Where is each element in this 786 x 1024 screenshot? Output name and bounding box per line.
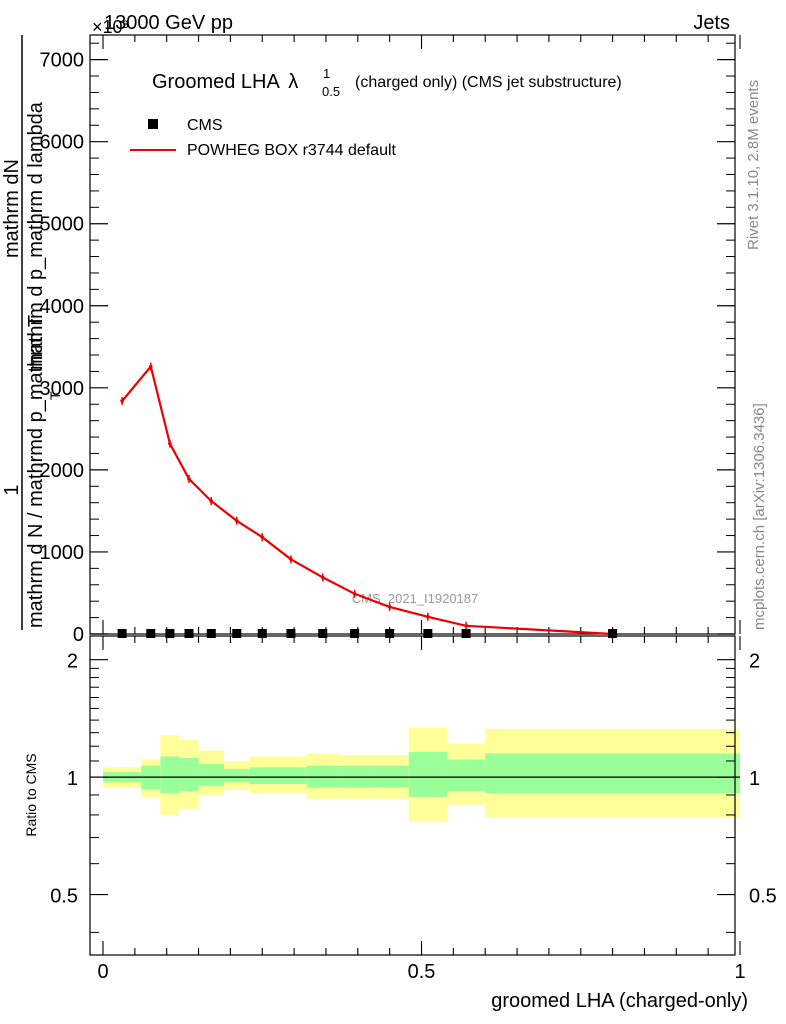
ratio-plot-frame — [89, 635, 736, 956]
cms-data-point — [165, 629, 175, 638]
ratio-inner-band — [446, 759, 486, 792]
title-suffix: (charged only) (CMS jet substructure) — [355, 74, 622, 91]
watermark: CMS_2021_I1920187 — [352, 591, 479, 606]
main-y-tick-label: 7000 — [40, 50, 85, 72]
ratio-y-tick-label-right: 1 — [749, 768, 760, 790]
cms-data-point — [232, 629, 242, 638]
ratio-inner-band — [198, 764, 225, 786]
mc-line — [121, 364, 613, 636]
main-y-tick-label: 1000 — [40, 542, 85, 564]
ratio-frame-rect — [89, 635, 736, 956]
ratio-inner-band — [408, 751, 447, 797]
ratio-y-ticks: 0.5 0.5 1 1 2 2 — [50, 651, 777, 933]
mc-point — [148, 364, 153, 369]
cms-data-series — [117, 629, 618, 638]
cms-data-point — [385, 629, 395, 638]
ratio-inner-band — [224, 768, 250, 783]
title-text: Groomed LHA — [152, 71, 280, 93]
main-frame-rect — [89, 34, 736, 635]
main-y-ticks: 0 1000 2000 3000 4000 5000 6000 7000 — [40, 42, 735, 646]
legend-cms-label: CMS — [187, 117, 223, 134]
cms-data-point — [608, 629, 618, 638]
title-subscript: 0.5 — [322, 84, 340, 99]
x-tick-label: 1 — [734, 961, 745, 983]
cms-data-point — [423, 629, 433, 638]
cms-data-point — [117, 629, 127, 638]
title-superscript: 1 — [323, 66, 330, 81]
mc-point — [209, 499, 214, 503]
mc-point — [387, 605, 392, 609]
cms-data-point — [146, 629, 156, 638]
cms-data-point — [257, 629, 267, 638]
y-label-top: mathrm d p_mathrm d lambda — [25, 101, 47, 370]
rivet-label: Rivet 3.1.10, 2.8M events — [745, 80, 762, 250]
ratio-uncertainty-bands — [103, 727, 740, 822]
y-label-bottom: mathrm d N / mathrmd p_mathrm T — [25, 315, 47, 628]
ratio-inner-band — [160, 756, 180, 794]
main-x-ticks — [102, 35, 741, 634]
mc-point — [464, 623, 468, 628]
mc-point — [120, 399, 124, 403]
main-y-tick-label: 5000 — [40, 214, 85, 236]
energy-label: 13000 GeV pp — [104, 12, 233, 34]
ratio-y-tick-label-right: 2 — [749, 651, 760, 673]
mc-point — [168, 441, 172, 446]
ratio-inner-band — [274, 767, 307, 785]
ratio-inner-band — [485, 753, 740, 794]
y-label-one: 1 — [1, 484, 23, 495]
ratio-y-tick-label-right: 0.5 — [749, 886, 777, 908]
main-y-axis-label: 1 mathrm dN mathrm d p_mathrm d lambda m… — [1, 35, 63, 630]
y-label-numerator: mathrm dN — [1, 159, 23, 258]
ratio-inner-band — [179, 757, 199, 792]
cms-data-point — [318, 629, 328, 638]
mc-point — [426, 614, 430, 619]
main-y-tick-label: 3000 — [40, 378, 85, 400]
cms-data-point — [286, 629, 296, 638]
ratio-inner-band — [249, 767, 275, 785]
main-y-tick-label: 0 — [73, 624, 84, 646]
ratio-y-tick-label: 0.5 — [50, 886, 78, 908]
main-y-tick-label: 2000 — [40, 460, 85, 482]
cms-data-point — [461, 629, 471, 638]
mc-point — [260, 535, 265, 539]
title-symbol: λ — [288, 71, 298, 93]
mc-point — [234, 518, 239, 523]
mc-series — [120, 362, 615, 638]
ratio-y-tick-label: 1 — [67, 768, 78, 790]
mc-point — [289, 557, 293, 562]
mcplots-label: mcplots.cern.ch [arXiv:1306.3436] — [751, 403, 768, 630]
x-axis-label: groomed LHA (charged-only) — [491, 990, 748, 1012]
x-tick-label: 0.5 — [408, 961, 436, 983]
x-tick-label: 0 — [97, 961, 108, 983]
mc-point — [352, 591, 357, 596]
legend-mc-label: POWHEG BOX r3744 default — [187, 142, 397, 159]
cms-data-point — [184, 629, 194, 638]
ratio-x-ticks: 0 0.5 1 — [97, 636, 746, 983]
cms-data-point — [350, 629, 360, 638]
ratio-y-label: Ratio to CMS — [23, 753, 39, 836]
y-label-subscript: T — [47, 391, 63, 400]
plot-title: Groomed LHA λ — [152, 71, 298, 93]
main-plot-frame — [89, 34, 736, 635]
legend: CMS POWHEG BOX r3744 default — [130, 117, 397, 159]
legend-cms-marker — [148, 119, 158, 129]
mc-point — [187, 477, 191, 481]
main-y-tick-label: 6000 — [40, 132, 85, 154]
exponent-label: ×10³ — [92, 17, 129, 37]
main-y-tick-label: 4000 — [40, 296, 85, 318]
ratio-y-tick-label: 2 — [67, 651, 78, 673]
mc-point — [320, 575, 325, 580]
cms-data-point — [206, 629, 216, 638]
process-label: Jets — [693, 12, 730, 34]
